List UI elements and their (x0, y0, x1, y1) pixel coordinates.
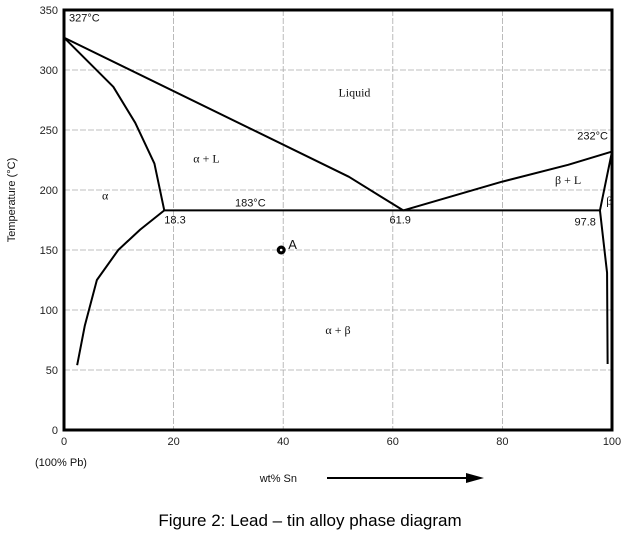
y-tick-label: 150 (40, 245, 58, 257)
annotation-label: 232°C (577, 131, 608, 143)
annotation-label: 61.9 (390, 214, 411, 226)
y-tick-label: 350 (40, 5, 58, 17)
x-tick-label: 60 (387, 436, 399, 448)
y-tick-label: 200 (40, 185, 58, 197)
phase-boundary-line (63, 36, 166, 211)
phase-region-label: Liquid (338, 85, 370, 99)
phase-boundary-line (63, 36, 404, 212)
arrow-icon (327, 473, 484, 483)
x-zero-note: (100% Pb) (35, 457, 87, 469)
y-tick-label: 50 (46, 365, 58, 377)
plot-frame (62, 8, 614, 432)
x-tick-label: 20 (167, 436, 179, 448)
point-a-label: A (288, 237, 297, 252)
y-tick-label: 0 (52, 425, 58, 437)
phase-region-label: α + β (325, 323, 350, 337)
x-tick-label: 100 (603, 436, 621, 448)
x-axis-label: wt% Sn (259, 473, 297, 485)
annotation-label: 97.8 (575, 216, 596, 228)
annotation-label: 327°C (69, 13, 100, 25)
point-a-marker-center (279, 248, 283, 252)
phase-boundary-line (402, 150, 613, 212)
annotation-label: 183°C (235, 197, 266, 209)
y-axis-label: Temperature (°C) (6, 158, 18, 242)
y-tick-label: 100 (40, 305, 58, 317)
phase-boundary-line (598, 151, 613, 365)
phase-region-label: α + L (193, 151, 219, 165)
y-tick-label: 250 (40, 125, 58, 137)
x-tick-label: 40 (277, 436, 289, 448)
phase-boundary-line (76, 209, 165, 366)
x-tick-label: 0 (61, 436, 67, 448)
phase-region-label: α (102, 189, 109, 203)
y-tick-label: 300 (40, 65, 58, 77)
phase-region-label: β (606, 193, 612, 207)
x-tick-label: 80 (496, 436, 508, 448)
phase-region-label: β + L (555, 173, 581, 187)
annotation-label: 18.3 (164, 214, 185, 226)
figure-caption: Figure 2: Lead – tin alloy phase diagram (158, 511, 461, 530)
